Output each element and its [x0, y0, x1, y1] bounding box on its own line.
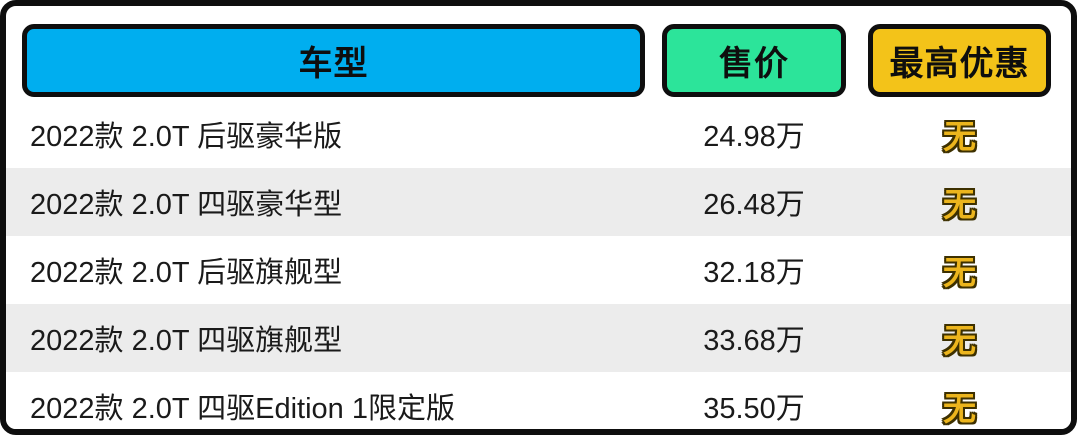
- price-cell: 32.18万: [703, 257, 805, 289]
- discount-cell: 无: [943, 322, 976, 359]
- table-row: 2022款 2.0T 四驱旗舰型 33.68万 无: [6, 304, 1071, 372]
- column-header-discount: 最高优惠: [868, 24, 1051, 97]
- price-cell: 24.98万: [703, 121, 805, 153]
- table-body: 2022款 2.0T 后驱豪华版 24.98万 无 2022款 2.0T 四驱豪…: [6, 100, 1071, 429]
- model-cell: 2022款 2.0T 四驱Edition 1限定版: [30, 393, 455, 425]
- column-header-model: 车型: [22, 24, 645, 97]
- discount-cell: 无: [943, 254, 976, 291]
- discount-cell: 无: [943, 390, 976, 427]
- table-row: 2022款 2.0T 四驱Edition 1限定版 35.50万 无: [6, 372, 1071, 429]
- model-cell: 2022款 2.0T 四驱豪华型: [30, 189, 343, 221]
- price-cell: 26.48万: [703, 189, 805, 221]
- model-cell: 2022款 2.0T 后驱豪华版: [30, 121, 343, 153]
- table-row: 2022款 2.0T 后驱豪华版 24.98万 无: [6, 100, 1071, 168]
- column-header-price: 售价: [662, 24, 846, 97]
- price-cell: 35.50万: [703, 393, 805, 425]
- table-row: 2022款 2.0T 后驱旗舰型 32.18万 无: [6, 236, 1071, 304]
- model-cell: 2022款 2.0T 四驱旗舰型: [30, 325, 343, 357]
- discount-cell: 无: [943, 118, 976, 155]
- price-cell: 33.68万: [703, 325, 805, 357]
- model-cell: 2022款 2.0T 后驱旗舰型: [30, 257, 343, 289]
- table-row: 2022款 2.0T 四驱豪华型 26.48万 无: [6, 168, 1071, 236]
- discount-cell: 无: [943, 186, 976, 223]
- table-header: 车型 售价 最高优惠: [6, 24, 1071, 97]
